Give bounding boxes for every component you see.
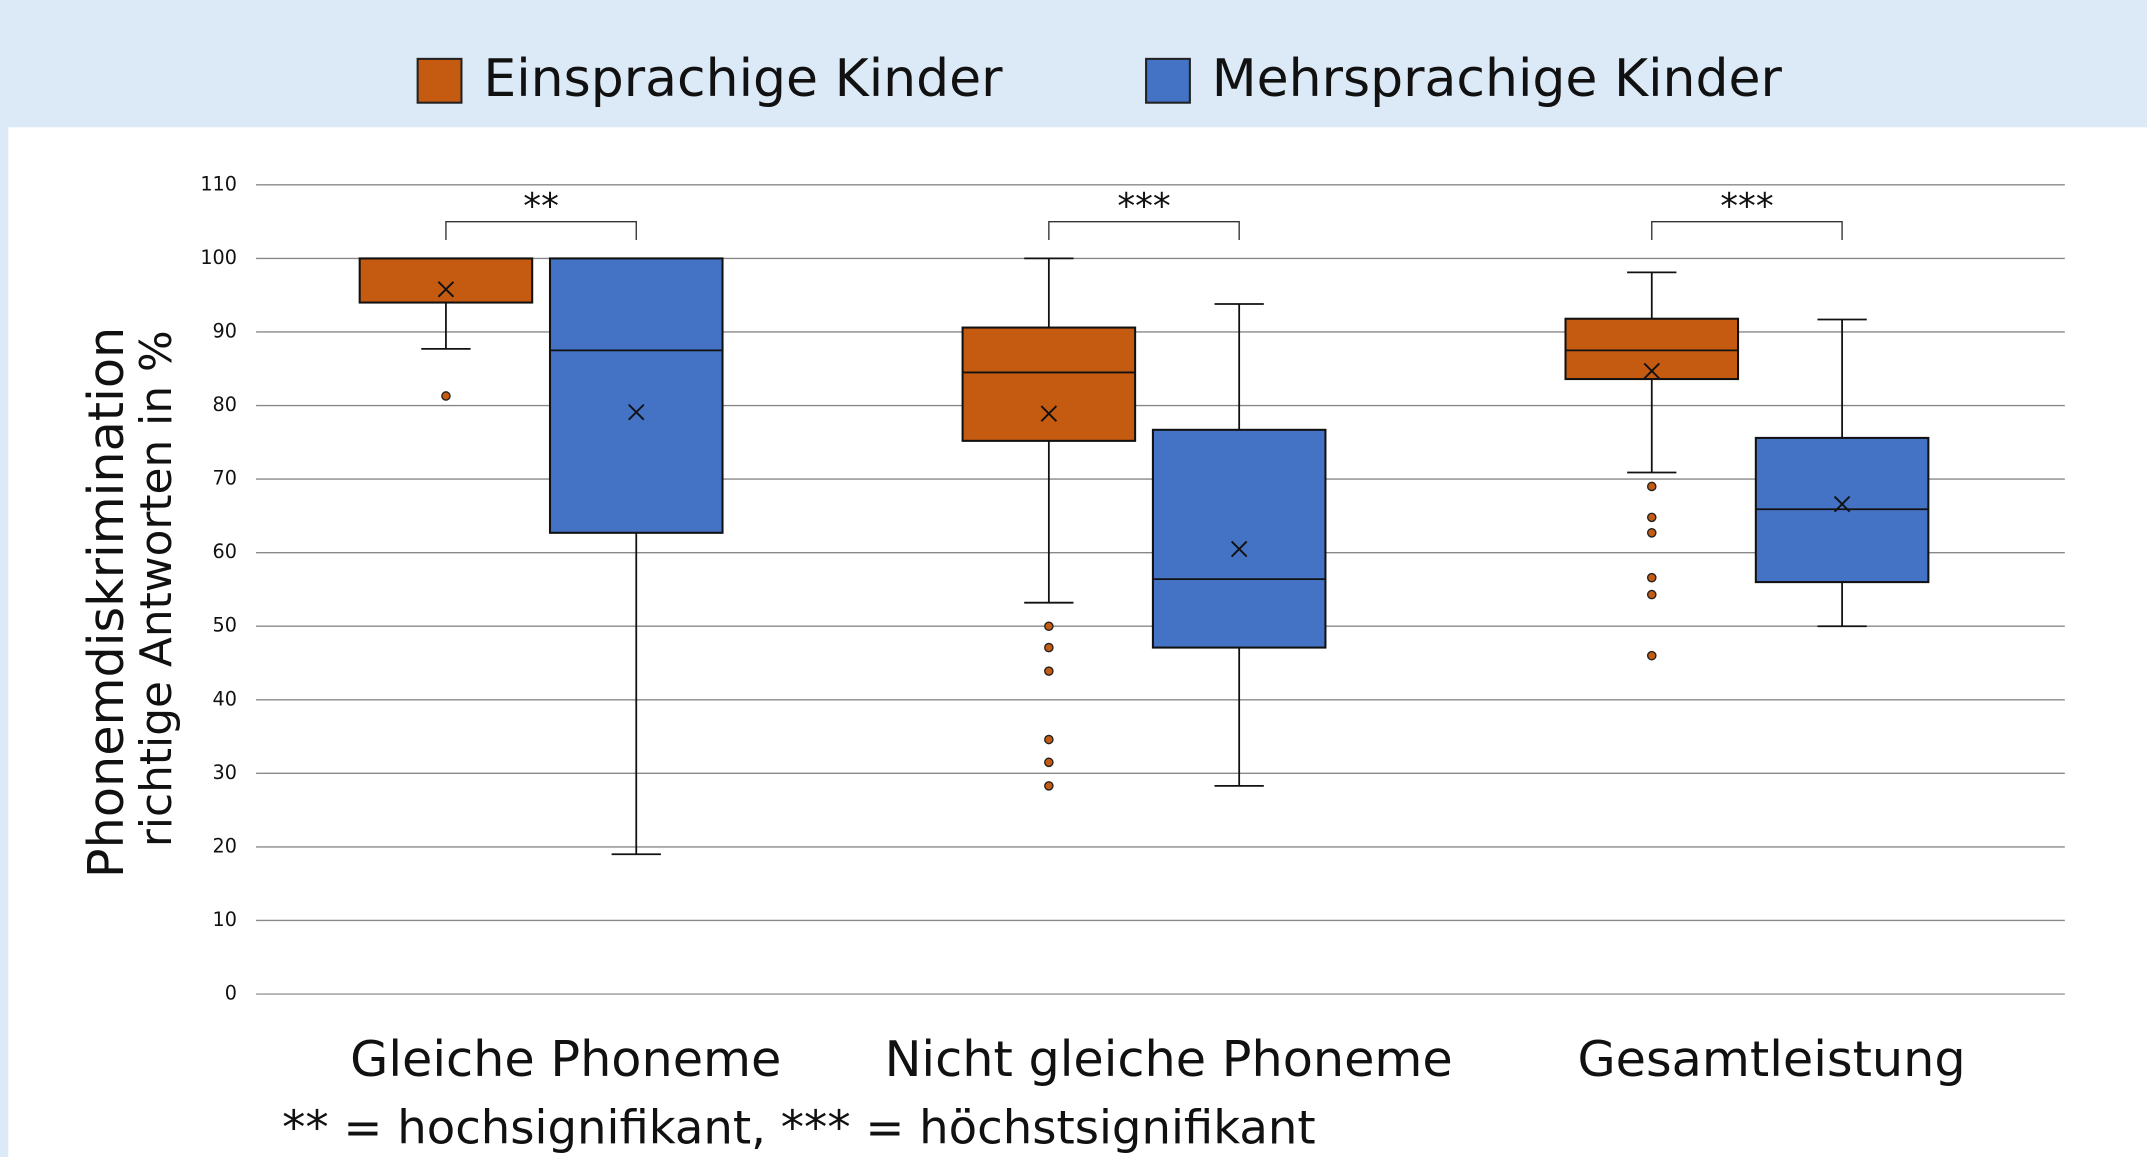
- outlier: [1044, 666, 1054, 676]
- y-tick-label: 10: [213, 908, 237, 931]
- y-tick-label: 20: [213, 834, 237, 857]
- box: [1151, 428, 1327, 649]
- outlier: [1646, 572, 1657, 583]
- legend-swatch: [1145, 57, 1191, 104]
- box: [358, 257, 534, 304]
- y-tick-label: 60: [213, 540, 237, 563]
- outlier: [1044, 621, 1054, 632]
- outlier: [1044, 781, 1054, 791]
- legend-swatch: [416, 57, 463, 104]
- y-tick-label: 80: [213, 393, 237, 416]
- y-tick-label: 30: [213, 761, 237, 784]
- outlier: [1646, 481, 1657, 492]
- box: [1564, 317, 1740, 381]
- significance-label: ***: [1720, 186, 1773, 227]
- significance-label: ***: [1117, 186, 1170, 227]
- outlier: [441, 391, 451, 401]
- y-tick-label: 40: [213, 687, 237, 710]
- legend-label: Einsprachige Kinder: [483, 49, 1003, 109]
- x-tick-label: Nicht gleiche Phoneme: [885, 1030, 1453, 1088]
- y-axis-label: richtige Antworten in %: [131, 330, 182, 847]
- mean-marker: [1230, 540, 1248, 558]
- significance-bracket: [445, 220, 637, 241]
- outlier: [1646, 528, 1657, 538]
- outlier: [1044, 642, 1054, 653]
- legend-label: Mehrsprachige Kinder: [1212, 49, 1783, 109]
- mean-marker: [1833, 495, 1851, 513]
- significance-bracket: [1048, 220, 1240, 241]
- outlier: [1044, 757, 1054, 768]
- significance-bracket: [1651, 220, 1843, 241]
- y-tick-label: 50: [213, 614, 237, 637]
- box: [548, 257, 724, 534]
- y-tick-label: 90: [213, 319, 237, 342]
- plot-panel: [8, 127, 2147, 1157]
- significance-label: **: [523, 186, 559, 227]
- y-tick-label: 0: [225, 982, 237, 1005]
- mean-marker: [1643, 362, 1660, 380]
- outlier: [1646, 589, 1657, 600]
- y-tick-label: 70: [213, 467, 237, 490]
- outlier: [1044, 734, 1054, 745]
- box: [961, 326, 1137, 442]
- footnote: ** = hochsignifikant, *** = höchstsignif…: [282, 1100, 1316, 1154]
- mean-marker: [1040, 405, 1058, 422]
- x-tick-label: Gesamtleistung: [1577, 1030, 1965, 1088]
- y-tick-label: 100: [200, 246, 237, 269]
- mean-marker: [628, 403, 645, 421]
- outlier: [1646, 512, 1657, 523]
- y-axis-label: Phonemdiskrimination: [77, 327, 135, 878]
- mean-marker: [437, 281, 455, 298]
- outlier: [1646, 650, 1657, 661]
- y-tick-label: 110: [200, 172, 237, 195]
- x-tick-label: Gleiche Phoneme: [350, 1030, 781, 1088]
